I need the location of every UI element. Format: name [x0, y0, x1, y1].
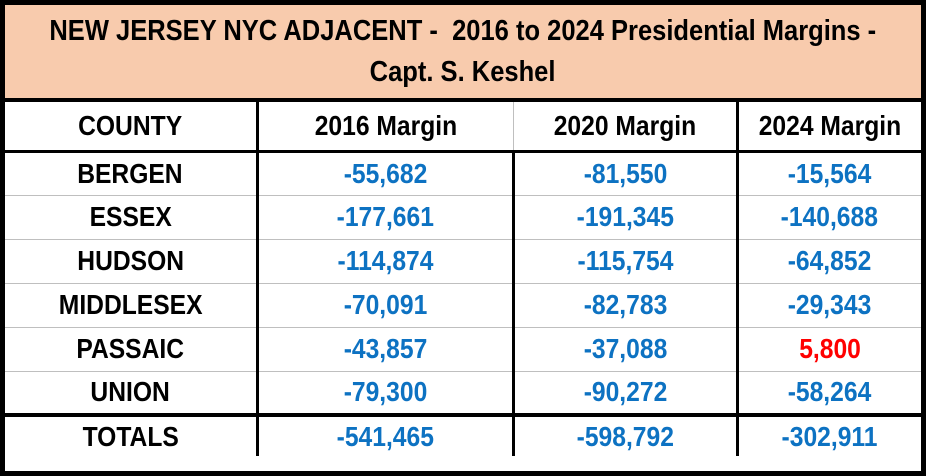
margin-2016-cell: -114,874: [255, 238, 513, 283]
margin-2024-value: -58,264: [787, 376, 872, 408]
table-header: COUNTY 2016 Margin 2020 Margin 2024 Marg…: [5, 102, 921, 153]
margin-2016-cell: -43,857: [255, 326, 513, 371]
county-cell: ESSEX: [5, 194, 257, 239]
county-label: ESSEX: [89, 201, 172, 232]
table-title-bar: NEW JERSEY NYC ADJACENT - 2016 to 2024 P…: [5, 5, 921, 102]
margin-2020-value: -191,345: [576, 201, 674, 232]
table-row-bergen: BERGEN -55,682 -81,550 -15,564: [5, 151, 921, 195]
margin-2020-value: -90,272: [583, 376, 667, 408]
table-row-union: UNION -79,300 -90,272 -58,264: [5, 370, 921, 415]
margin-2024-value: -15,564: [787, 157, 872, 189]
column-header-2024-label: 2024 Margin: [758, 109, 901, 141]
margin-2020-value: -82,783: [583, 289, 667, 320]
margin-2020-cell: -82,783: [511, 282, 737, 327]
column-header-county: COUNTY: [5, 102, 257, 153]
totals-2016-cell: -541,465: [255, 413, 513, 456]
margin-2016-value: -43,857: [343, 333, 427, 364]
margin-2020-value: -37,088: [583, 333, 667, 364]
county-cell: UNION: [5, 370, 257, 415]
table-footer: TOTALS -541,465 -598,792 -302,911: [5, 413, 921, 456]
table-title-line-2: Capt. S. Keshel: [357, 54, 568, 90]
column-header-2020-label: 2020 Margin: [553, 109, 696, 141]
county-label: BERGEN: [77, 157, 183, 189]
margin-2016-cell: -70,091: [255, 282, 513, 327]
table-body: BERGEN -55,682 -81,550 -15,564 ESSEX -17…: [5, 151, 921, 415]
margin-2024-cell: -64,852: [735, 238, 921, 283]
totals-2020-cell: -598,792: [511, 413, 737, 456]
totals-2024-cell: -302,911: [735, 413, 921, 456]
column-header-2020-margin: 2020 Margin: [512, 102, 737, 153]
totals-2024-value: -302,911: [781, 420, 878, 452]
margin-2020-cell: -191,345: [511, 194, 737, 239]
margin-2024-value: 5,800: [798, 333, 861, 364]
margin-2016-value: -70,091: [343, 289, 427, 320]
table-row-hudson: HUDSON -114,874 -115,754 -64,852: [5, 238, 921, 283]
table-row-essex: ESSEX -177,661 -191,345 -140,688: [5, 194, 921, 239]
totals-row: TOTALS -541,465 -598,792 -302,911: [5, 413, 921, 456]
county-cell: BERGEN: [5, 151, 257, 195]
column-header-2016-label: 2016 Margin: [314, 109, 457, 141]
margin-2020-cell: -90,272: [511, 370, 737, 415]
margin-2024-cell: -15,564: [735, 151, 921, 195]
county-label: PASSAIC: [76, 333, 185, 364]
column-header-2024-margin: 2024 Margin: [735, 102, 921, 153]
column-header-2016-margin: 2016 Margin: [255, 102, 513, 153]
totals-2016-value: -541,465: [336, 420, 434, 452]
margin-2016-value: -177,661: [336, 201, 434, 232]
margin-2024-value: -140,688: [781, 201, 879, 232]
margin-2020-cell: -115,754: [511, 238, 737, 283]
margin-2020-value: -81,550: [583, 157, 667, 189]
margin-2016-cell: -79,300: [255, 370, 513, 415]
table-title-text-2: Capt. S. Keshel: [370, 56, 556, 88]
county-label: MIDDLESEX: [58, 289, 203, 320]
totals-2020-value: -598,792: [576, 420, 674, 452]
margin-2016-cell: -177,661: [255, 194, 513, 239]
margin-2024-cell: -140,688: [735, 194, 921, 239]
table-row-middlesex: MIDDLESEX -70,091 -82,783 -29,343: [5, 282, 921, 327]
margin-2024-cell: -29,343: [735, 282, 921, 327]
table-title-text-1: NEW JERSEY NYC ADJACENT - 2016 to 2024 P…: [49, 14, 877, 47]
margin-2016-cell: -55,682: [255, 151, 513, 195]
totals-label-cell: TOTALS: [5, 413, 257, 456]
margin-2020-value: -115,754: [577, 245, 673, 276]
table-row-passaic: PASSAIC -43,857 -37,088 5,800: [5, 326, 921, 371]
margin-2024-value: -64,852: [787, 245, 872, 276]
margin-2024-cell: 5,800: [735, 326, 921, 371]
column-header-county-label: COUNTY: [78, 109, 183, 141]
county-label: HUDSON: [76, 245, 184, 276]
margin-2016-value: -55,682: [343, 157, 427, 189]
margin-2024-value: -29,343: [787, 289, 872, 320]
county-cell: MIDDLESEX: [5, 282, 257, 327]
margin-2016-value: -114,874: [337, 245, 433, 276]
margin-2020-cell: -81,550: [511, 151, 737, 195]
county-label: UNION: [90, 376, 170, 408]
header-row: COUNTY 2016 Margin 2020 Margin 2024 Marg…: [5, 102, 921, 153]
county-cell: PASSAIC: [5, 326, 257, 371]
totals-label: TOTALS: [82, 420, 179, 452]
county-cell: HUDSON: [5, 238, 257, 283]
table-title-line-1: NEW JERSEY NYC ADJACENT - 2016 to 2024 P…: [5, 13, 921, 49]
margin-2020-cell: -37,088: [511, 326, 737, 371]
margin-2016-value: -79,300: [343, 376, 427, 408]
margin-2024-cell: -58,264: [735, 370, 921, 415]
margins-table: COUNTY 2016 Margin 2020 Margin 2024 Marg…: [5, 102, 921, 456]
